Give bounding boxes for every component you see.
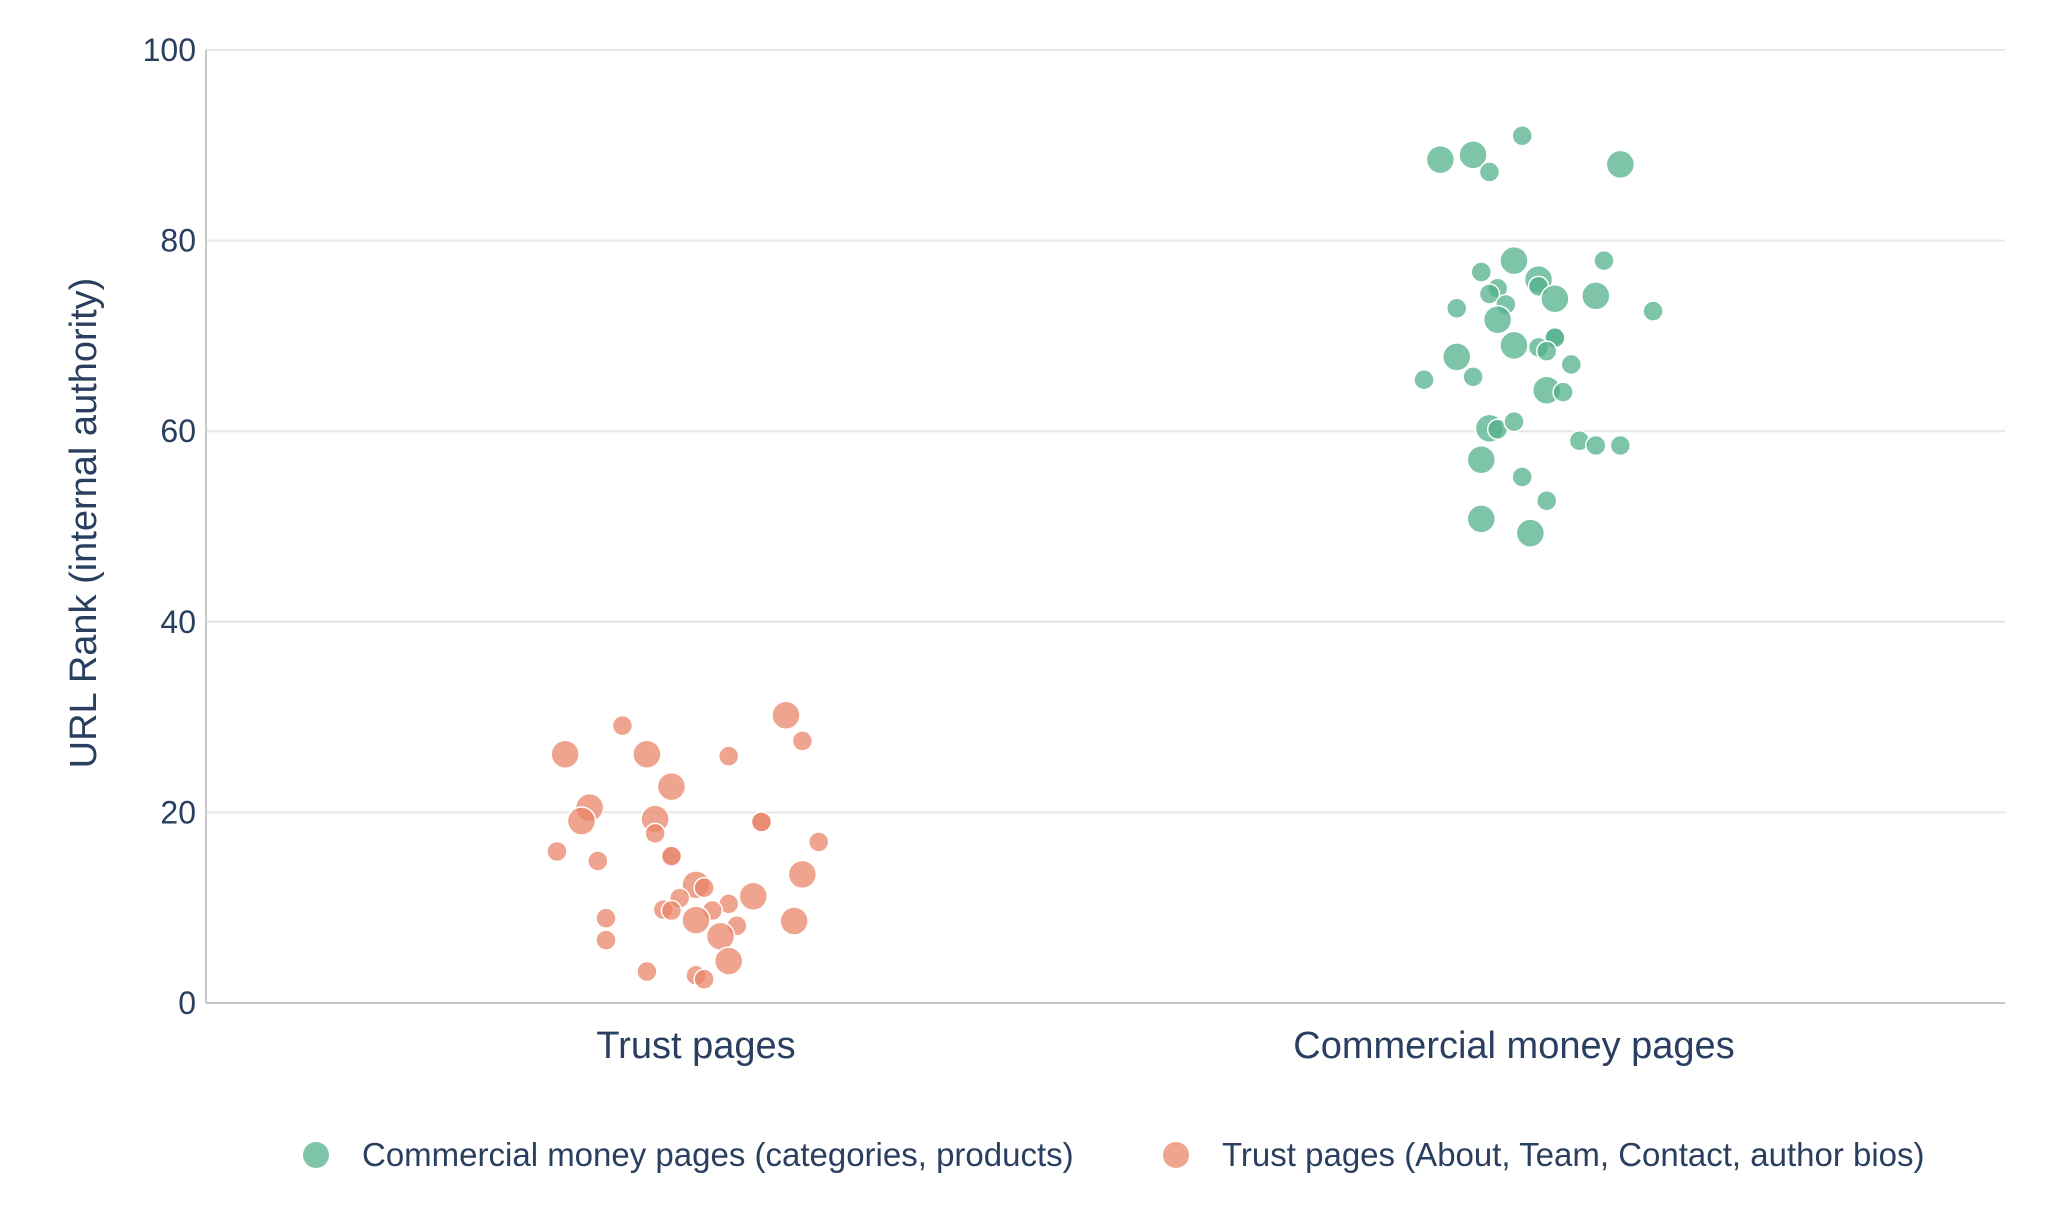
data-point[interactable] [1540, 283, 1570, 314]
data-point[interactable] [1581, 281, 1611, 311]
data-point[interactable] [595, 929, 617, 951]
data-point[interactable] [1535, 340, 1558, 362]
data-point[interactable] [1585, 434, 1607, 457]
data-point[interactable] [1478, 161, 1501, 183]
data-point[interactable] [693, 968, 715, 990]
data-point[interactable] [791, 730, 814, 752]
data-point[interactable] [779, 906, 809, 936]
data-points [546, 125, 1664, 990]
data-point[interactable] [595, 907, 617, 929]
data-point[interactable] [636, 960, 658, 983]
y-tick-label: 0 [178, 985, 196, 1021]
data-point[interactable] [566, 806, 597, 836]
legend[interactable]: Commercial money pages (categories, prod… [303, 1136, 1925, 1173]
axis-labels: 0 20 40 60 80 100 Trust pages Commercial money … [143, 32, 1735, 1067]
data-point[interactable] [738, 881, 769, 912]
data-point[interactable] [1605, 149, 1636, 180]
data-point[interactable] [1511, 466, 1533, 488]
axes [205, 50, 2005, 1004]
data-point[interactable] [717, 745, 740, 767]
data-point[interactable] [644, 822, 666, 845]
data-point[interactable] [660, 899, 683, 922]
legend-marker[interactable] [303, 1142, 329, 1168]
data-point[interactable] [1535, 490, 1558, 512]
data-point[interactable] [1499, 245, 1529, 276]
data-point[interactable] [787, 859, 818, 890]
data-point[interactable] [1466, 504, 1497, 534]
data-point[interactable] [705, 921, 736, 952]
data-point[interactable] [550, 739, 580, 770]
data-point[interactable] [1593, 249, 1615, 272]
data-point[interactable] [1515, 518, 1546, 548]
data-point[interactable] [693, 876, 715, 899]
data-point[interactable] [1609, 434, 1632, 457]
x-category-label: Commercial money pages [1293, 1025, 1734, 1067]
data-point[interactable] [1425, 144, 1456, 175]
data-point[interactable] [1642, 300, 1664, 322]
legend-marker[interactable] [1163, 1142, 1189, 1168]
y-tick-label: 20 [160, 794, 196, 830]
data-point[interactable] [1441, 342, 1472, 372]
data-point[interactable] [1499, 330, 1529, 361]
data-point[interactable] [681, 905, 711, 935]
legend-label[interactable]: Commercial money pages (categories, prod… [362, 1136, 1074, 1173]
y-tick-label: 40 [160, 604, 196, 640]
data-point[interactable] [713, 946, 744, 976]
x-category-label: Trust pages [596, 1025, 795, 1067]
data-point[interactable] [546, 840, 568, 863]
gridlines [206, 49, 2005, 814]
y-tick-label: 100 [143, 32, 196, 68]
data-point[interactable] [611, 714, 634, 737]
data-point[interactable] [1482, 304, 1513, 335]
y-tick-label: 60 [160, 413, 196, 449]
data-point[interactable] [1466, 445, 1497, 475]
data-point[interactable] [587, 850, 609, 872]
data-point[interactable] [1560, 353, 1583, 376]
data-point[interactable] [750, 811, 773, 833]
data-point[interactable] [1445, 297, 1468, 320]
data-point[interactable] [1511, 125, 1533, 147]
data-point[interactable] [1458, 140, 1488, 170]
y-axis-title: URL Rank (internal authority) [63, 278, 105, 769]
data-point[interactable] [660, 845, 683, 867]
data-point[interactable] [1552, 381, 1574, 403]
data-point[interactable] [632, 739, 662, 770]
data-point[interactable] [1470, 261, 1493, 283]
data-point[interactable] [656, 771, 687, 802]
data-point[interactable] [771, 700, 801, 730]
data-point[interactable] [1478, 283, 1501, 305]
data-point[interactable] [1503, 410, 1525, 433]
data-point[interactable] [1462, 366, 1484, 388]
legend-label[interactable]: Trust pages (About, Team, Contact, autho… [1222, 1136, 1925, 1173]
data-point[interactable] [1413, 368, 1435, 391]
y-tick-label: 80 [160, 223, 196, 259]
data-point[interactable] [807, 831, 830, 853]
